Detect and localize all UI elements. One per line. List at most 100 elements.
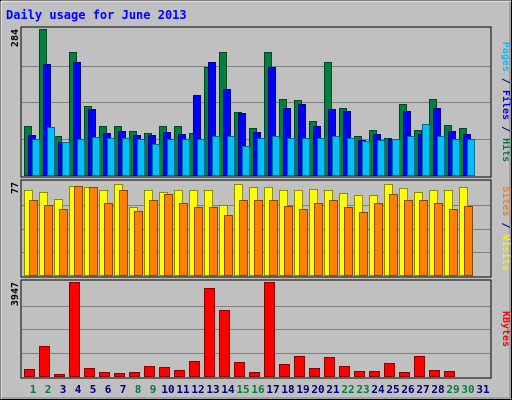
x-tick-label-day-21: 21 — [326, 383, 340, 396]
bar-pages-day-22 — [347, 138, 355, 176]
bar-pages-day-23 — [362, 141, 370, 176]
bar-pages-day-28 — [437, 136, 445, 176]
bar-kbytes-day-21 — [324, 357, 335, 377]
panel-label-part: Visits — [500, 235, 512, 271]
x-tick-label-day-22: 22 — [341, 383, 354, 396]
bar-kbytes-day-25 — [384, 363, 395, 377]
x-tick-label-day-10: 10 — [161, 383, 174, 396]
panel-visits-sites: 77 Sites / Visits — [10, 179, 512, 278]
x-tick-label-day-5: 5 — [90, 383, 97, 396]
bar-sites-day-17 — [269, 200, 278, 276]
series-pages — [32, 124, 475, 176]
x-tick-label-day-1: 1 — [30, 383, 37, 396]
x-tick-label-day-18: 18 — [281, 383, 294, 396]
x-tick-label-day-20: 20 — [311, 383, 324, 396]
x-tick-label-day-29: 29 — [446, 383, 459, 396]
bar-kbytes-day-27 — [414, 356, 425, 377]
bar-pages-day-25 — [392, 139, 400, 176]
bar-pages-day-2 — [47, 127, 55, 176]
x-tick-label-day-28: 28 — [431, 383, 444, 396]
bar-pages-day-7 — [122, 138, 130, 176]
x-axis-labels: 1 2 3 4 5 6 7 8 9 10 11 12 13 14 15 16 17 18 19 20 21 22 23 24 2… — [30, 383, 490, 396]
bar-sites-day-4 — [74, 186, 83, 276]
x-tick-label-day-24: 24 — [371, 383, 385, 396]
x-tick-label-day-27: 27 — [416, 383, 429, 396]
y-max-label: 3947 — [10, 282, 21, 306]
bar-kbytes-day-4 — [69, 282, 80, 377]
bar-pages-day-11 — [182, 139, 190, 176]
bar-sites-day-5 — [89, 187, 98, 276]
panel-label-part: Pages — [500, 42, 511, 72]
x-tick-label-day-14: 14 — [221, 383, 235, 396]
bar-kbytes-day-26 — [399, 372, 410, 377]
panel-label: Pages / Files / Hits — [500, 42, 512, 162]
series-kbytes — [24, 282, 455, 377]
bar-pages-day-13 — [212, 136, 220, 176]
bar-kbytes-day-23 — [354, 371, 365, 377]
bar-kbytes-day-7 — [114, 373, 125, 377]
bar-kbytes-day-14 — [219, 310, 230, 377]
x-tick-label-day-2: 2 — [45, 383, 52, 396]
bar-pages-day-24 — [377, 140, 385, 176]
x-tick-label-day-15: 15 — [236, 383, 249, 396]
x-tick-label-day-13: 13 — [206, 383, 219, 396]
panel-label-part: / — [500, 72, 511, 90]
bar-kbytes-day-9 — [144, 366, 155, 377]
bar-pages-day-17 — [272, 136, 280, 176]
bar-kbytes-day-22 — [339, 366, 350, 377]
panel-label-part: Files — [500, 90, 512, 120]
bar-pages-day-18 — [287, 138, 295, 176]
bar-pages-day-14 — [227, 136, 235, 176]
x-tick-label-day-17: 17 — [266, 383, 279, 396]
bar-kbytes-day-15 — [234, 362, 245, 377]
x-tick-label-day-26: 26 — [401, 383, 415, 396]
bar-pages-day-3 — [62, 142, 70, 176]
panel-label-part: Sites — [500, 186, 512, 216]
bar-kbytes-day-20 — [309, 368, 320, 377]
bar-kbytes-day-24 — [369, 371, 380, 377]
chart-panels: 284 Pages / Files / Hits 77 Sites / Visits 3… — [10, 26, 512, 379]
bar-sites-day-21 — [329, 200, 338, 276]
bar-sites-day-20 — [314, 203, 323, 276]
bar-sites-day-12 — [194, 207, 203, 276]
bar-kbytes-day-29 — [444, 371, 455, 377]
bar-sites-day-10 — [164, 194, 173, 276]
bar-pages-day-5 — [92, 137, 100, 176]
panel-label-part: KBytes — [500, 311, 511, 347]
y-max-label: 77 — [10, 182, 21, 194]
bar-kbytes-day-16 — [249, 372, 260, 377]
bar-sites-day-22 — [344, 207, 353, 276]
bar-pages-day-27 — [422, 124, 430, 176]
x-tick-label-day-9: 9 — [150, 383, 157, 396]
series-sites — [29, 186, 473, 276]
bar-kbytes-day-18 — [279, 364, 290, 377]
bar-kbytes-day-2 — [39, 346, 50, 377]
bar-sites-day-14 — [224, 215, 233, 276]
bar-sites-day-28 — [434, 203, 443, 276]
bar-kbytes-day-8 — [129, 372, 140, 377]
bar-pages-day-12 — [197, 139, 205, 176]
bar-kbytes-day-6 — [99, 372, 110, 377]
bar-sites-day-29 — [449, 209, 458, 276]
x-tick-label-day-31: 31 — [476, 383, 490, 396]
bar-kbytes-day-17 — [264, 282, 275, 377]
bar-pages-day-1 — [32, 139, 40, 176]
bar-pages-day-6 — [107, 138, 115, 176]
x-tick-label-day-4: 4 — [75, 383, 82, 396]
panel-label: KBytes — [500, 311, 511, 347]
bar-pages-day-10 — [167, 139, 175, 176]
bar-kbytes-day-10 — [159, 367, 170, 377]
bar-sites-day-25 — [389, 194, 398, 276]
bar-sites-day-8 — [134, 211, 143, 276]
x-tick-label-day-8: 8 — [135, 383, 142, 396]
x-tick-label-day-11: 11 — [176, 383, 190, 396]
x-tick-label-day-23: 23 — [356, 383, 369, 396]
bar-kbytes-day-28 — [429, 370, 440, 377]
bar-kbytes-day-19 — [294, 356, 305, 377]
panel-label-part: Hits — [500, 138, 512, 162]
bar-kbytes-day-11 — [174, 370, 185, 377]
bar-sites-day-2 — [44, 205, 53, 276]
bar-sites-day-15 — [239, 200, 248, 276]
bar-sites-day-3 — [59, 209, 68, 276]
